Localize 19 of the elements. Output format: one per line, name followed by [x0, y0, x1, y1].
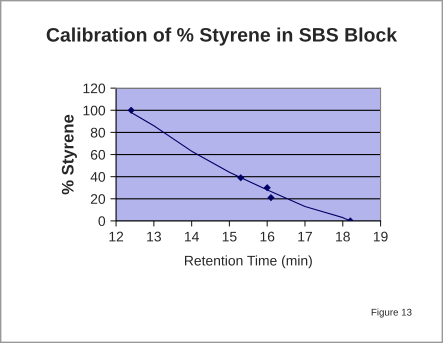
y-tick-label: 0	[98, 216, 106, 226]
y-tick-label: 20	[90, 194, 106, 204]
x-tick-label: 12	[109, 232, 124, 242]
x-tick-label: 13	[147, 232, 161, 242]
x-tick-label: 17	[298, 232, 312, 242]
y-tick-label: 100	[84, 106, 106, 116]
x-tick-label: 14	[184, 232, 199, 242]
y-tick-label: 120	[84, 83, 106, 94]
x-tick-label: 16	[260, 232, 274, 242]
y-tick-label: 60	[90, 150, 106, 160]
x-tick-label: 18	[336, 232, 350, 242]
x-axis-title: Retention Time (min)	[184, 255, 312, 268]
chart-title: Calibration of % Styrene in SBS Block	[46, 27, 398, 46]
y-tick-label: 80	[90, 128, 106, 138]
caption: Figure 13	[372, 308, 412, 318]
y-tick-label: 40	[90, 172, 106, 182]
y-axis-title: % Styrene	[62, 114, 77, 194]
x-tick-label: 19	[374, 232, 388, 242]
x-tick-label: 15	[222, 232, 237, 242]
